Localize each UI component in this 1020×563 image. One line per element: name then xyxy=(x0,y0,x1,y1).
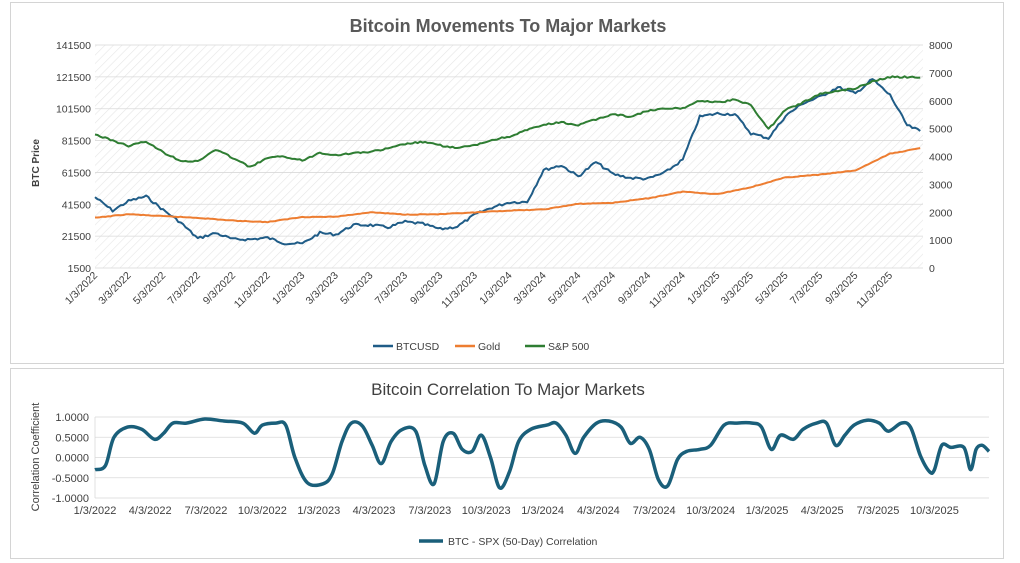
x-tick-label: 10/3/2024 xyxy=(686,505,735,517)
x-tick-label: 10/3/2023 xyxy=(462,505,511,517)
y-tick-label: 0.5000 xyxy=(55,432,89,444)
x-tick-label: 3/3/2022 xyxy=(96,270,133,307)
x-tick-label: 1/3/2023 xyxy=(297,505,340,517)
x-tick-label: 11/3/2025 xyxy=(854,270,895,311)
legend-entry: Gold xyxy=(478,341,500,353)
x-tick-label: 1/3/2023 xyxy=(270,270,307,307)
x-tick-label: 3/3/2025 xyxy=(719,270,756,307)
x-tick-label: 7/3/2025 xyxy=(857,505,900,517)
x-tick-label: 7/3/2022 xyxy=(185,505,228,517)
x-tick-label: 5/3/2023 xyxy=(338,270,375,307)
y-axis-label: Correlation Coefficient xyxy=(30,403,42,512)
top-chart-svg: Bitcoin Movements To Major Markets 14150… xyxy=(31,16,953,353)
series-line-btcusd xyxy=(94,78,921,246)
series-line-btc-spx-correlation xyxy=(94,417,991,490)
x-tick-label: 4/3/2025 xyxy=(801,505,844,517)
x-tick-label: 7/3/2024 xyxy=(581,270,618,307)
x-tick-label: 1/3/2022 xyxy=(63,270,100,307)
x-tick-label: 1/3/2024 xyxy=(477,270,514,307)
y2-tick-label: 4000 xyxy=(929,152,953,164)
x-tick-label: 3/3/2024 xyxy=(511,270,548,307)
legend-entry: BTCUSD xyxy=(396,341,440,353)
legend-entry: S&P 500 xyxy=(548,341,589,353)
bottom-chart-panel: Bitcoin Correlation To Major Markets 1.0… xyxy=(10,368,1004,559)
x-tick-label: 4/3/2023 xyxy=(353,505,396,517)
chart-title: Bitcoin Movements To Major Markets xyxy=(350,16,667,36)
y-tick-label: 1.0000 xyxy=(55,412,89,424)
y-axis-label: BTC Price xyxy=(31,139,42,187)
y2-tick-label: 8000 xyxy=(929,40,953,52)
x-tick-label: 7/3/2022 xyxy=(166,270,203,307)
y-tick-label: 41500 xyxy=(62,199,91,211)
x-tick-label: 10/3/2025 xyxy=(910,505,959,517)
y-tick-label: -0.5000 xyxy=(52,473,89,485)
x-tick-label: 7/3/2023 xyxy=(408,505,451,517)
y-tick-label: 81500 xyxy=(62,136,91,148)
x-tick-label: 5/3/2024 xyxy=(546,270,583,307)
x-tick-label: 5/3/2025 xyxy=(753,270,790,307)
y-tick-label: 101500 xyxy=(56,104,91,116)
x-tick-label: 1/3/2022 xyxy=(74,505,117,517)
y-tick-label: 1500 xyxy=(68,263,92,275)
x-tick-label: 11/3/2023 xyxy=(439,270,480,311)
x-tick-label: 1/3/2024 xyxy=(521,505,564,517)
x-tick-label: 4/3/2024 xyxy=(577,505,620,517)
x-tick-label: 7/3/2024 xyxy=(633,505,676,517)
x-tick-label: 11/3/2024 xyxy=(647,270,688,311)
y2-tick-label: 1000 xyxy=(929,235,953,247)
y2-tick-label: 7000 xyxy=(929,68,953,80)
plot-area xyxy=(95,45,923,268)
x-tick-label: 4/3/2022 xyxy=(129,505,172,517)
y2-tick-label: 2000 xyxy=(929,207,953,219)
y2-tick-label: 3000 xyxy=(929,179,953,191)
top-chart-panel: Bitcoin Movements To Major Markets 14150… xyxy=(10,2,1004,364)
x-tick-label: 11/3/2022 xyxy=(232,270,273,311)
y2-tick-label: 5000 xyxy=(929,124,953,136)
series-line-s-p-500 xyxy=(94,75,921,168)
x-tick-label: 5/3/2022 xyxy=(131,270,168,307)
y2-tick-label: 0 xyxy=(929,263,935,275)
y-tick-label: 141500 xyxy=(56,40,91,52)
chart-title: Bitcoin Correlation To Major Markets xyxy=(371,380,645,399)
series-line-gold xyxy=(95,147,921,224)
bottom-chart-svg: Bitcoin Correlation To Major Markets 1.0… xyxy=(30,380,991,548)
y-tick-label: 121500 xyxy=(56,72,91,84)
y-tick-label: -1.0000 xyxy=(52,493,89,505)
x-tick-label: 1/3/2025 xyxy=(685,270,722,307)
x-tick-label: 1/3/2025 xyxy=(746,505,789,517)
x-tick-label: 7/3/2025 xyxy=(788,270,825,307)
x-tick-label: 3/3/2023 xyxy=(304,270,341,307)
y-tick-label: 0.0000 xyxy=(55,453,89,465)
y-tick-label: 21500 xyxy=(62,231,91,243)
x-tick-label: 7/3/2023 xyxy=(373,270,410,307)
x-tick-label: 10/3/2022 xyxy=(238,505,287,517)
legend-entry: BTC - SPX (50-Day) Correlation xyxy=(448,536,598,548)
y-tick-label: 61500 xyxy=(62,167,91,179)
y2-tick-label: 6000 xyxy=(929,96,953,108)
